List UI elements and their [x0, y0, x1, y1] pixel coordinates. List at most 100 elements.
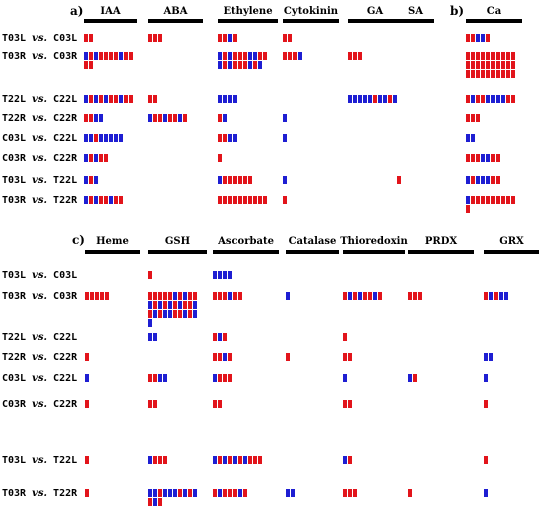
down-regulated-gene-mark: [193, 301, 197, 309]
up-regulated-gene-mark: [511, 61, 515, 69]
up-regulated-gene-mark: [153, 34, 157, 42]
up-regulated-gene-mark: [283, 34, 287, 42]
down-regulated-gene-mark: [223, 353, 227, 361]
column-header-heme: Heme: [96, 236, 129, 247]
up-regulated-gene-mark: [471, 196, 475, 204]
up-regulated-gene-mark: [471, 114, 475, 122]
up-regulated-gene-mark: [506, 95, 510, 103]
up-regulated-gene-mark: [238, 52, 242, 60]
up-regulated-gene-mark: [501, 52, 505, 60]
down-regulated-gene-mark: [286, 292, 290, 300]
down-regulated-gene-mark: [378, 95, 382, 103]
up-regulated-gene-mark: [223, 196, 227, 204]
up-regulated-gene-mark: [178, 489, 182, 497]
down-regulated-gene-mark: [109, 196, 113, 204]
down-regulated-gene-mark: [283, 176, 287, 184]
vs-text: vs.: [32, 175, 47, 186]
up-regulated-gene-mark: [124, 52, 128, 60]
down-regulated-gene-mark: [119, 95, 123, 103]
up-regulated-gene-mark: [148, 498, 152, 506]
down-regulated-gene-mark: [173, 292, 177, 300]
sample-a: C03R: [2, 153, 32, 164]
up-regulated-gene-mark: [148, 310, 152, 318]
up-regulated-gene-mark: [178, 310, 182, 318]
up-regulated-gene-mark: [471, 154, 475, 162]
up-regulated-gene-mark: [233, 61, 237, 69]
down-regulated-gene-mark: [481, 34, 485, 42]
down-regulated-gene-mark: [114, 134, 118, 142]
up-regulated-gene-mark: [408, 489, 412, 497]
sample-a: T03R: [2, 195, 32, 206]
up-regulated-gene-mark: [84, 114, 88, 122]
up-regulated-gene-mark: [491, 176, 495, 184]
down-regulated-gene-mark: [228, 134, 232, 142]
up-regulated-gene-mark: [258, 196, 262, 204]
up-regulated-gene-mark: [218, 400, 222, 408]
up-regulated-gene-mark: [89, 34, 93, 42]
up-regulated-gene-mark: [408, 292, 412, 300]
sample-b: C22R: [47, 153, 78, 164]
down-regulated-gene-mark: [228, 271, 232, 279]
sample-b: C03L: [47, 270, 77, 281]
up-regulated-gene-mark: [397, 176, 401, 184]
down-regulated-gene-mark: [163, 489, 167, 497]
sample-a: T22L: [2, 94, 32, 105]
down-regulated-gene-mark: [466, 196, 470, 204]
down-regulated-gene-mark: [486, 95, 490, 103]
up-regulated-gene-mark: [223, 292, 227, 300]
up-regulated-gene-mark: [238, 61, 242, 69]
up-regulated-gene-mark: [496, 154, 500, 162]
down-regulated-gene-mark: [248, 52, 252, 60]
down-regulated-gene-mark: [104, 134, 108, 142]
panel-label: c): [72, 233, 85, 247]
up-regulated-gene-mark: [506, 70, 510, 78]
up-regulated-gene-mark: [193, 292, 197, 300]
up-regulated-gene-mark: [476, 70, 480, 78]
up-regulated-gene-mark: [248, 456, 252, 464]
up-regulated-gene-mark: [511, 52, 515, 60]
up-regulated-gene-mark: [368, 292, 372, 300]
vs-text: vs.: [32, 352, 47, 363]
up-regulated-gene-mark: [114, 95, 118, 103]
comparison-label: T03L vs. T22L: [2, 455, 77, 466]
down-regulated-gene-mark: [408, 374, 412, 382]
up-regulated-gene-mark: [476, 52, 480, 60]
down-regulated-gene-mark: [153, 310, 157, 318]
up-regulated-gene-mark: [124, 95, 128, 103]
sample-a: C03R: [2, 399, 32, 410]
down-regulated-gene-mark: [183, 292, 187, 300]
comparison-row: T22L vs. C22L: [2, 94, 515, 105]
down-regulated-gene-mark: [168, 489, 172, 497]
down-regulated-gene-mark: [223, 95, 227, 103]
up-regulated-gene-mark: [90, 292, 94, 300]
up-regulated-gene-mark: [496, 52, 500, 60]
down-regulated-gene-mark: [348, 95, 352, 103]
up-regulated-gene-mark: [243, 489, 247, 497]
vs-text: vs.: [32, 455, 47, 466]
up-regulated-gene-mark: [148, 271, 152, 279]
comparison-label: T03R vs. C03R: [2, 51, 78, 62]
down-regulated-gene-mark: [99, 134, 103, 142]
down-regulated-gene-mark: [484, 489, 488, 497]
up-regulated-gene-mark: [263, 52, 267, 60]
down-regulated-gene-mark: [193, 489, 197, 497]
comparison-label: C03R vs. C22R: [2, 153, 78, 164]
up-regulated-gene-mark: [471, 61, 475, 69]
up-regulated-gene-mark: [213, 400, 217, 408]
down-regulated-gene-mark: [228, 52, 232, 60]
up-regulated-gene-mark: [148, 374, 152, 382]
up-regulated-gene-mark: [233, 52, 237, 60]
up-regulated-gene-mark: [243, 196, 247, 204]
up-regulated-gene-mark: [223, 176, 227, 184]
up-regulated-gene-mark: [476, 196, 480, 204]
up-regulated-gene-mark: [218, 456, 222, 464]
up-regulated-gene-mark: [89, 154, 93, 162]
up-regulated-gene-mark: [466, 52, 470, 60]
comparison-row: C03L vs. C22L: [2, 133, 475, 144]
comparison-label: T03L vs. T22L: [2, 175, 77, 186]
down-regulated-gene-mark: [163, 374, 167, 382]
down-regulated-gene-mark: [213, 374, 217, 382]
comparison-label: T03L vs. C03L: [2, 33, 77, 44]
up-regulated-gene-mark: [491, 61, 495, 69]
column-header-bar: [408, 250, 474, 254]
